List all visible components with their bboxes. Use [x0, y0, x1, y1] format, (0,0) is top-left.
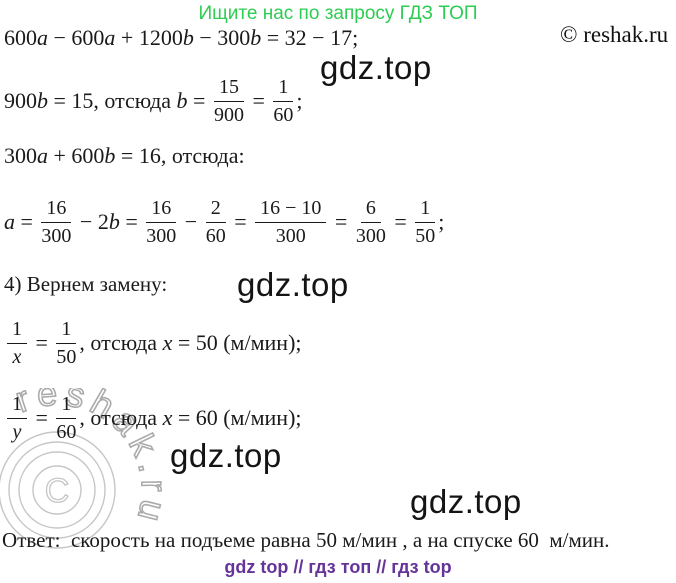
math-text: =	[388, 209, 413, 234]
math-variable: b	[182, 25, 194, 50]
math-variable: x	[162, 405, 173, 430]
math-text: = 60 (м/мин);	[172, 405, 302, 430]
fraction: 16 300	[146, 197, 177, 248]
fraction-numerator: 1	[56, 318, 77, 344]
fraction-numerator: 1	[56, 393, 77, 419]
fraction-numerator: 1	[7, 318, 27, 344]
answer-line: Ответ: скорость на подъеме равна 50 м/ми…	[2, 528, 610, 553]
math-text: −	[179, 209, 203, 234]
gdz-top-watermark-1: gdz.top	[320, 49, 432, 86]
math-text: = 16, отсюда:	[115, 143, 245, 168]
math-text: Ответ: скорость на подъеме равна 50 м/ми…	[2, 528, 610, 552]
fraction-numerator: 16 − 10	[255, 197, 327, 223]
fraction: 1 60	[56, 393, 77, 444]
math-text: 300	[4, 143, 37, 168]
fraction-denominator: 60	[56, 420, 77, 443]
math-text: − 2	[74, 209, 109, 234]
fraction-numerator: 2	[205, 197, 226, 223]
fraction-denominator: 300	[41, 224, 72, 247]
math-variable: b	[37, 88, 48, 113]
equation-line-2: 900 b = 15, отсюда b = 15 900 = 1 60;	[4, 74, 303, 128]
math-variable: a	[37, 143, 48, 168]
math-text: , отсюда	[79, 405, 163, 430]
fraction-numerator: 16	[146, 197, 177, 223]
fraction-numerator: 16	[41, 197, 72, 223]
fraction-numerator: 15	[213, 76, 244, 102]
fraction-numerator: 1	[415, 197, 436, 223]
fraction: 15 900	[213, 76, 244, 127]
fraction-denominator: 900	[213, 103, 244, 126]
math-text: ;	[438, 209, 445, 234]
equation-line-1: 600 a − 600 a + 1200 b − 300 b = 32 − 17;	[4, 25, 358, 51]
math-text: + 1200	[115, 25, 183, 50]
gdz-top-watermark-2: gdz.top	[237, 266, 349, 303]
fraction-denominator: 50	[415, 224, 436, 247]
fraction: 1 50	[56, 318, 77, 369]
math-variable: a	[37, 25, 48, 50]
math-text: 900	[4, 88, 37, 113]
fraction-denominator: y	[12, 420, 22, 443]
math-text: =	[119, 209, 144, 234]
math-variable: b	[250, 25, 262, 50]
fraction-numerator: 6	[360, 197, 381, 223]
fraction: 1 50	[415, 197, 436, 248]
math-text: =	[30, 330, 54, 355]
gdz-top-watermark-3: gdz.top	[170, 437, 282, 474]
equation-line-5: 4) Вернем замену:	[4, 272, 167, 297]
fraction: 16 300	[41, 197, 72, 248]
math-text: ;	[296, 88, 303, 113]
promo-footer-text: gdz top // гдз топ // гдз top	[224, 557, 452, 577]
math-text: =	[30, 405, 54, 430]
fraction: 2 60	[205, 197, 226, 248]
math-text: =	[246, 88, 271, 113]
math-text: =	[329, 209, 353, 234]
fraction-denominator: 300	[355, 224, 386, 247]
fraction-denominator: 300	[146, 224, 177, 247]
fraction-numerator: 1	[273, 76, 294, 102]
promo-header-text: Ищите нас по запросу ГДЗ ТОП	[198, 3, 478, 24]
math-text: , отсюда	[79, 330, 163, 355]
math-text: = 50 (м/мин);	[172, 330, 302, 355]
fraction-denominator: 60	[273, 103, 294, 126]
fraction-denominator: x	[12, 345, 22, 368]
fraction-denominator: 300	[275, 224, 306, 247]
math-variable: x	[162, 330, 173, 355]
math-variable: b	[104, 143, 116, 168]
math-variable: a	[104, 25, 116, 50]
math-variable: a	[4, 209, 15, 234]
math-text: =	[187, 88, 211, 113]
math-text: − 300	[193, 25, 251, 50]
math-text: 600	[4, 25, 37, 50]
math-text: 4) Вернем замену:	[4, 272, 168, 296]
fraction: 1 60	[273, 76, 294, 127]
math-variable: b	[176, 88, 188, 113]
math-text: =	[228, 209, 253, 234]
copyright-c-glyph: C	[45, 472, 70, 510]
math-text: = 32 − 17;	[261, 25, 359, 50]
math-text: = 15, отсюда	[48, 88, 177, 113]
math-text: + 600	[48, 143, 105, 168]
math-variable: b	[108, 209, 120, 234]
fraction: 6 300	[356, 197, 386, 248]
fraction-denominator: 60	[205, 224, 226, 247]
fraction-numerator: 1	[7, 393, 27, 419]
math-text: =	[15, 209, 39, 234]
fraction: 16 − 10 300	[255, 197, 327, 248]
copyright-label: © reshak.ru	[560, 22, 669, 47]
equation-line-3: 300 a + 600 b = 16, отсюда:	[4, 143, 245, 169]
fraction-denominator: 50	[56, 345, 77, 368]
math-text: − 600	[48, 25, 105, 50]
gdz-top-watermark-4: gdz.top	[410, 483, 522, 520]
